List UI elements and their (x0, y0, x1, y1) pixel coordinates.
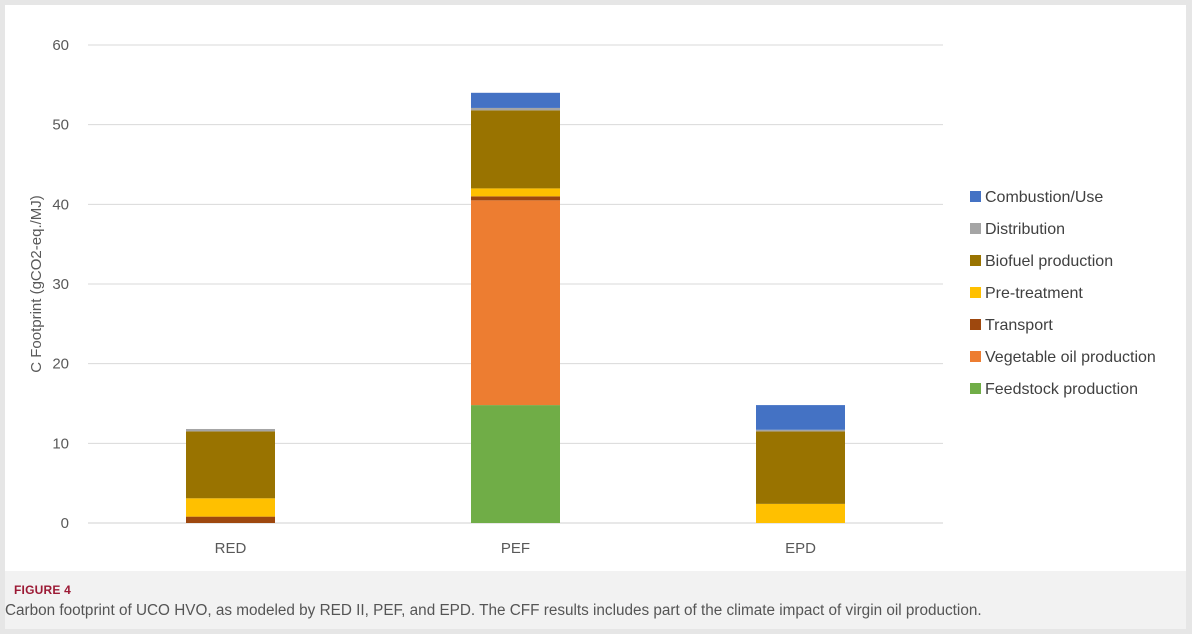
y-tick-labels: 0 10 20 30 40 50 60 (52, 37, 69, 532)
y-axis-title: C Footprint (gCO2-eq./MJ) (28, 195, 45, 373)
legend-label-feedstock-production: Feedstock production (985, 381, 1138, 398)
legend: Combustion/Use Distribution Biofuel produc… (970, 189, 1156, 398)
figure-label: FIGURE 4 (14, 583, 71, 597)
bars (186, 92, 845, 523)
legend-label-distribution: Distribution (985, 221, 1065, 238)
y-tick-label: 30 (52, 276, 69, 293)
figure-caption-area: FIGURE 4 Carbon footprint of UCO HVO, as… (5, 571, 1186, 629)
bar-segment-pef-distribution (471, 107, 560, 111)
y-tick-label: 0 (61, 515, 69, 532)
y-tick-label: 50 (52, 117, 69, 134)
bar-segment-pef-biofuel-production (471, 110, 560, 189)
legend-swatch-biofuel-production (970, 255, 981, 266)
x-tick-label-epd: EPD (785, 540, 816, 557)
bar-segment-red-biofuel-production (186, 431, 275, 499)
bar-segment-epd-biofuel-production (756, 431, 845, 504)
legend-swatch-transport (970, 319, 981, 330)
legend-label-vegetable-oil-production: Vegetable oil production (985, 349, 1156, 366)
bar-segment-pef-pre-treatment (471, 188, 560, 197)
legend-label-transport: Transport (985, 317, 1053, 334)
legend-label-combustion-use: Combustion/Use (985, 189, 1103, 206)
bar-segment-epd-combustion-use (756, 405, 845, 430)
bar-segment-pef-transport (471, 196, 560, 201)
y-tick-label: 60 (52, 37, 69, 54)
legend-swatch-distribution (970, 223, 981, 234)
bar-segment-epd-pre-treatment (756, 503, 845, 523)
bar-segment-pef-vegetable-oil-production (471, 200, 560, 406)
bar-segment-red-distribution (186, 428, 275, 432)
x-tick-label-pef: PEF (501, 540, 530, 557)
figure-caption: Carbon footprint of UCO HVO, as modeled … (5, 602, 982, 619)
x-tick-label-red: RED (215, 540, 247, 557)
bar-segment-red-pre-treatment (186, 498, 275, 517)
stacked-bar-chart: 0 10 20 30 40 50 60 RED PEF EPD C Footprint (gCO… (28, 37, 1156, 557)
y-tick-label: 10 (52, 435, 69, 452)
y-tick-label: 40 (52, 196, 69, 213)
y-tick-label: 20 (52, 356, 69, 373)
bar-segment-red-transport (186, 516, 275, 523)
x-tick-labels: RED PEF EPD (215, 540, 816, 557)
bar-segment-epd-distribution (756, 429, 845, 432)
legend-swatch-vegetable-oil-production (970, 351, 981, 362)
bar-segment-pef-combustion-use (471, 92, 560, 108)
legend-swatch-combustion-use (970, 191, 981, 202)
chart-panel: 0 10 20 30 40 50 60 RED PEF EPD C Footprint (gCO… (5, 5, 1186, 571)
legend-label-pre-treatment: Pre-treatment (985, 285, 1083, 302)
legend-label-biofuel-production: Biofuel production (985, 253, 1113, 270)
legend-swatch-pre-treatment (970, 287, 981, 298)
legend-swatch-feedstock-production (970, 383, 981, 394)
bar-segment-pef-feedstock-production (471, 405, 560, 523)
